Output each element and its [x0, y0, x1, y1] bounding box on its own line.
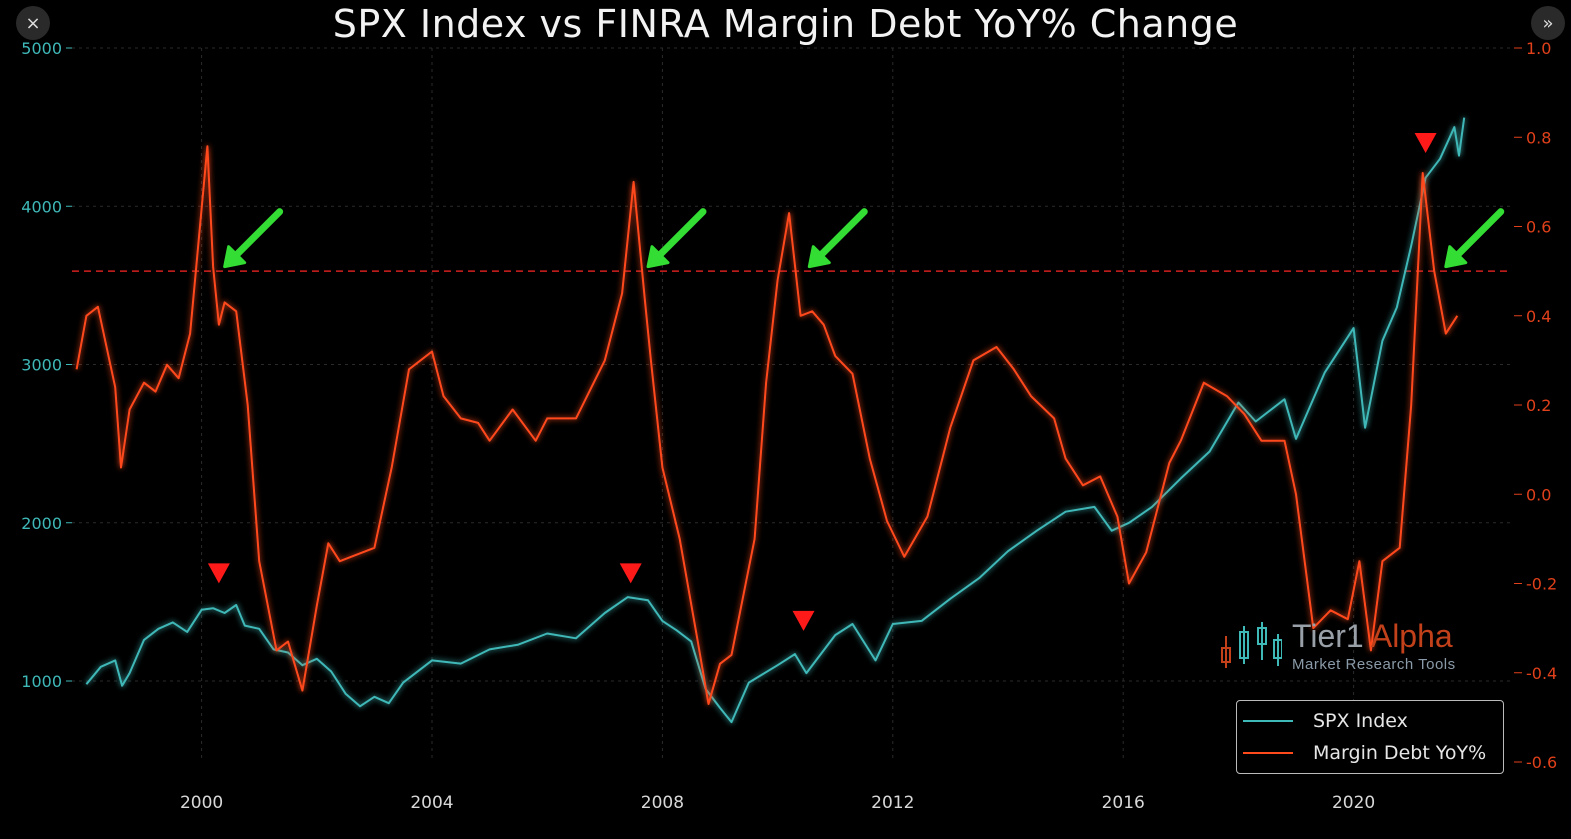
- legend-item-margin: Margin Debt YoY%: [1243, 741, 1486, 765]
- y-right-tick-label: 1.0: [1526, 39, 1551, 58]
- legend-label-spx: SPX Index: [1313, 710, 1408, 732]
- chart-title: SPX Index vs FINRA Margin Debt YoY% Chan…: [332, 2, 1239, 46]
- legend-label-margin: Margin Debt YoY%: [1313, 742, 1487, 764]
- red-triangle-marker-icon: [792, 610, 815, 631]
- double-chevron-right-icon: »: [1542, 12, 1554, 34]
- green-arrow-shaft: [817, 208, 868, 259]
- y-right-tick-label: 0.4: [1526, 307, 1551, 326]
- y-left-tick-label: 2000: [21, 514, 62, 533]
- y-right-tick-label: 0.0: [1526, 485, 1551, 504]
- green-arrow-head: [807, 245, 831, 269]
- margin-series-group: [75, 145, 1459, 705]
- green-arrow-icon: [807, 208, 868, 269]
- watermark-brand-tier1: Tier1: [1292, 618, 1371, 654]
- legend-item-spx: SPX Index: [1243, 709, 1408, 733]
- x-tick-label: 2020: [1332, 793, 1375, 813]
- y-right-tick-label: 0.6: [1526, 218, 1551, 237]
- x-tick-label: 2016: [1102, 793, 1145, 813]
- legend-swatch-margin: [1243, 752, 1293, 754]
- legend-swatch-spx: [1243, 720, 1293, 722]
- y-right-tick-label: 0.2: [1526, 396, 1551, 415]
- watermark-tagline: Market Research Tools: [1292, 656, 1456, 673]
- close-icon: ×: [25, 12, 41, 34]
- candlestick-logo-icon: [1221, 622, 1282, 668]
- green-arrow-icon: [1444, 208, 1505, 269]
- legend: SPX Index Margin Debt YoY%: [1236, 700, 1504, 774]
- x-tick-label: 2000: [180, 793, 223, 813]
- x-tick-label: 2004: [410, 793, 453, 813]
- green-arrow-icon: [646, 208, 707, 269]
- annotations-group: [207, 132, 1505, 631]
- x-tick-label: 2008: [641, 793, 684, 813]
- y-right-tick-label: 0.8: [1526, 128, 1551, 147]
- expand-button[interactable]: »: [1531, 6, 1565, 40]
- y-right-tick-label: -0.2: [1526, 575, 1557, 594]
- red-triangle-marker-icon: [1414, 132, 1437, 153]
- green-arrow-shaft: [1454, 208, 1505, 259]
- x-tick-label: 2012: [871, 793, 914, 813]
- y-left-tick-label: 5000: [21, 39, 62, 58]
- green-arrow-head: [1444, 245, 1468, 269]
- grid: [72, 47, 1512, 762]
- y-left-tick-label: 3000: [21, 356, 62, 375]
- green-arrow-icon: [223, 208, 284, 269]
- axes: 2000 2004 2008 2012 2016 2020 1000 2000 3000 4000…: [21, 39, 1557, 813]
- y-left-tick-label: 4000: [21, 197, 62, 216]
- watermark-brand-alpha: Alpha: [1370, 618, 1453, 654]
- green-arrow-head: [223, 245, 247, 269]
- watermark-brand: Tier1 Alpha: [1292, 618, 1453, 655]
- y-left-tick-label: 1000: [21, 672, 62, 691]
- margin-debt-line: [75, 145, 1459, 705]
- close-button[interactable]: ×: [16, 6, 50, 40]
- y-right-tick-label: -0.6: [1526, 753, 1557, 772]
- green-arrow-shaft: [233, 208, 284, 259]
- green-arrow-head: [646, 245, 670, 269]
- red-triangle-marker-icon: [207, 563, 230, 584]
- y-right-tick-label: -0.4: [1526, 664, 1557, 683]
- green-arrow-shaft: [656, 208, 707, 259]
- red-triangle-marker-icon: [619, 563, 642, 584]
